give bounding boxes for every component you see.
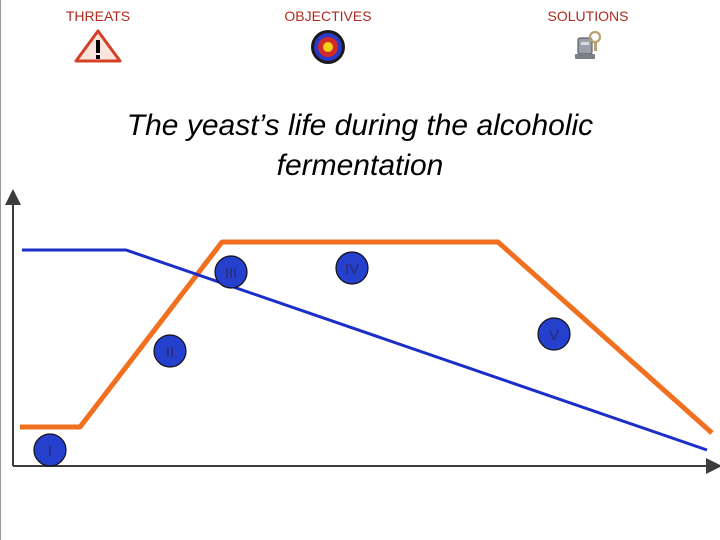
phase-marker-3: III [214, 255, 248, 289]
nav-objectives-label: OBJECTIVES [284, 8, 372, 24]
warning-triangle-icon [73, 28, 123, 64]
nav-threats-label: THREATS [65, 8, 131, 24]
slide-left-border [0, 0, 1, 540]
nav-solutions-label: SOLUTIONS [547, 8, 629, 24]
title-line-2: fermentation [276, 149, 444, 182]
blue-curve [22, 248, 708, 452]
nav-objectives[interactable]: OBJECTIVES [270, 8, 386, 66]
phase-label-3: III [225, 265, 238, 282]
phase-label-4: IV [345, 261, 359, 278]
phase-marker-1: I [33, 433, 67, 467]
target-icon [309, 28, 347, 66]
phase-marker-2: II [153, 334, 187, 368]
phase-label-2: II [166, 344, 174, 361]
nav-solutions[interactable]: SOLUTIONS [535, 8, 641, 64]
title-line-1: The yeast’s life during the alcoholic [126, 109, 594, 142]
orange-curve [20, 239, 714, 435]
slide-title: The yeast’s life during the alcoholic fe… [80, 106, 640, 186]
phase-label-1: I [48, 443, 52, 460]
nav-threats[interactable]: THREATS [55, 8, 141, 64]
phase-label-5: V [549, 327, 559, 344]
phase-marker-5: V [537, 317, 571, 351]
tools-icon [570, 28, 606, 64]
phase-marker-4: IV [335, 251, 369, 285]
